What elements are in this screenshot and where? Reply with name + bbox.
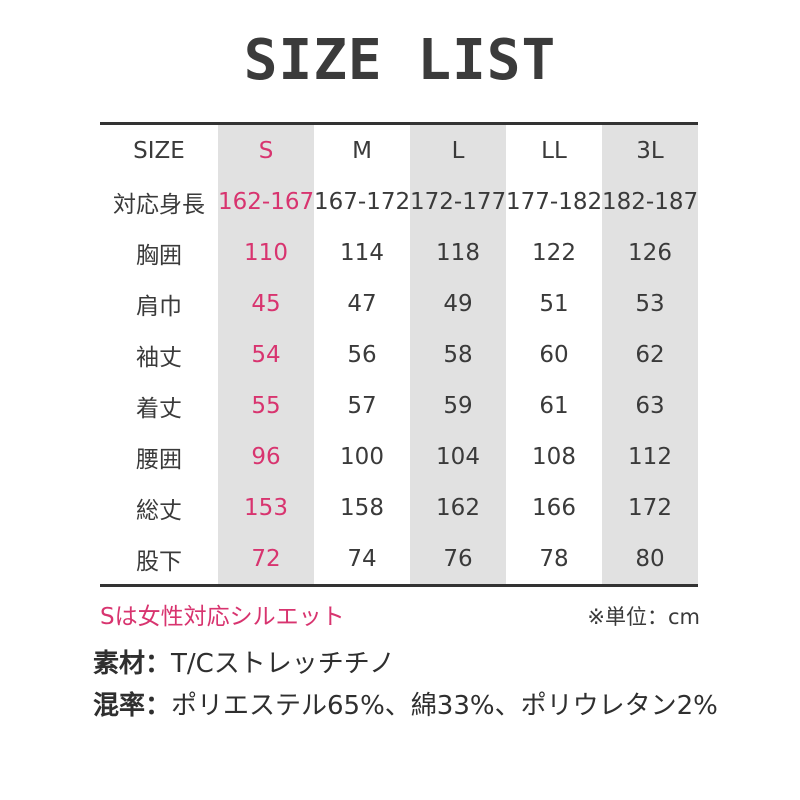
value-cell-l: 58 (410, 329, 506, 380)
blend-line: 混率：ポリエステル65%、綿33%、ポリウレタン2% (93, 685, 718, 727)
value-cell-m: 47 (347, 290, 377, 317)
value-cell-ll: 177-182 (506, 188, 603, 215)
value-cell-ll: 108 (532, 443, 576, 470)
size-table: SIZE S M L LL 3L 対応身長 162-167 167-172 17… (100, 122, 698, 587)
value-cell-l: 104 (410, 431, 506, 482)
value-cell-s: 162-167 (218, 176, 314, 227)
table-row-body-length: 着丈 55 57 59 61 63 (100, 380, 698, 431)
value-cell-l: 49 (410, 278, 506, 329)
value-cell-3l: 182-187 (602, 176, 698, 227)
value-cell-m: 114 (340, 239, 384, 266)
table-row-waist: 腰囲 96 100 104 108 112 (100, 431, 698, 482)
table-row-height-range: 対応身長 162-167 167-172 172-177 177-182 182… (100, 176, 698, 227)
row-label: 肩巾 (136, 293, 182, 320)
row-label: 着丈 (136, 395, 182, 422)
value-cell-m: 100 (340, 443, 384, 470)
value-cell-ll: 78 (539, 545, 569, 572)
material-value: T/Cストレッチチノ (171, 649, 396, 679)
value-cell-m: 57 (347, 392, 377, 419)
value-cell-m: 56 (347, 341, 377, 368)
table-row-chest: 胸囲 110 114 118 122 126 (100, 227, 698, 278)
value-cell-s: 55 (218, 380, 314, 431)
header-cell-size: SIZE (133, 137, 185, 164)
table-row-inseam: 股下 72 74 76 78 80 (100, 533, 698, 586)
value-cell-3l: 80 (602, 533, 698, 586)
table-row-sleeve: 袖丈 54 56 58 60 62 (100, 329, 698, 380)
value-cell-3l: 53 (602, 278, 698, 329)
value-cell-3l: 172 (602, 482, 698, 533)
value-cell-s: 72 (218, 533, 314, 586)
s-size-note: Sは女性対応シルエット (100, 604, 345, 630)
value-cell-ll: 122 (532, 239, 576, 266)
value-cell-ll: 61 (539, 392, 569, 419)
table-row-shoulder: 肩巾 45 47 49 51 53 (100, 278, 698, 329)
table-footnotes: Sは女性対応シルエット ※単位：cm (100, 597, 700, 631)
value-cell-3l: 63 (602, 380, 698, 431)
material-line: 素材：T/Cストレッチチノ (93, 643, 718, 685)
blend-value: ポリエステル65%、綿33%、ポリウレタン2% (171, 691, 718, 721)
material-info: 素材：T/Cストレッチチノ 混率：ポリエステル65%、綿33%、ポリウレタン2% (93, 643, 718, 727)
header-cell-s: S (218, 123, 314, 176)
value-cell-l: 118 (410, 227, 506, 278)
value-cell-ll: 166 (532, 494, 576, 521)
value-cell-s: 153 (218, 482, 314, 533)
value-cell-s: 110 (218, 227, 314, 278)
value-cell-m: 167-172 (314, 188, 411, 215)
unit-note: ※単位：cm (587, 605, 700, 629)
blend-label: 混率： (93, 691, 172, 721)
value-cell-s: 45 (218, 278, 314, 329)
value-cell-ll: 51 (539, 290, 569, 317)
value-cell-l: 162 (410, 482, 506, 533)
value-cell-3l: 112 (602, 431, 698, 482)
row-label: 胸囲 (136, 242, 182, 269)
value-cell-3l: 62 (602, 329, 698, 380)
value-cell-m: 158 (340, 494, 384, 521)
header-cell-l: L (410, 123, 506, 176)
value-cell-l: 172-177 (410, 176, 506, 227)
row-label: 対応身長 (113, 191, 205, 218)
row-label: 総丈 (136, 497, 182, 524)
value-cell-ll: 60 (539, 341, 569, 368)
row-label: 腰囲 (136, 446, 182, 473)
value-cell-l: 59 (410, 380, 506, 431)
row-label: 股下 (136, 548, 182, 575)
header-cell-3l: 3L (602, 123, 698, 176)
material-label: 素材： (93, 649, 172, 679)
page-title: SIZE LIST (243, 28, 557, 93)
table-row-total-length: 総丈 153 158 162 166 172 (100, 482, 698, 533)
header-cell-ll: LL (541, 137, 567, 164)
value-cell-s: 96 (218, 431, 314, 482)
header-cell-m: M (352, 137, 372, 164)
value-cell-3l: 126 (602, 227, 698, 278)
value-cell-l: 76 (410, 533, 506, 586)
value-cell-s: 54 (218, 329, 314, 380)
value-cell-m: 74 (347, 545, 377, 572)
row-label: 袖丈 (136, 344, 182, 371)
header-row: SIZE S M L LL 3L (100, 123, 698, 176)
